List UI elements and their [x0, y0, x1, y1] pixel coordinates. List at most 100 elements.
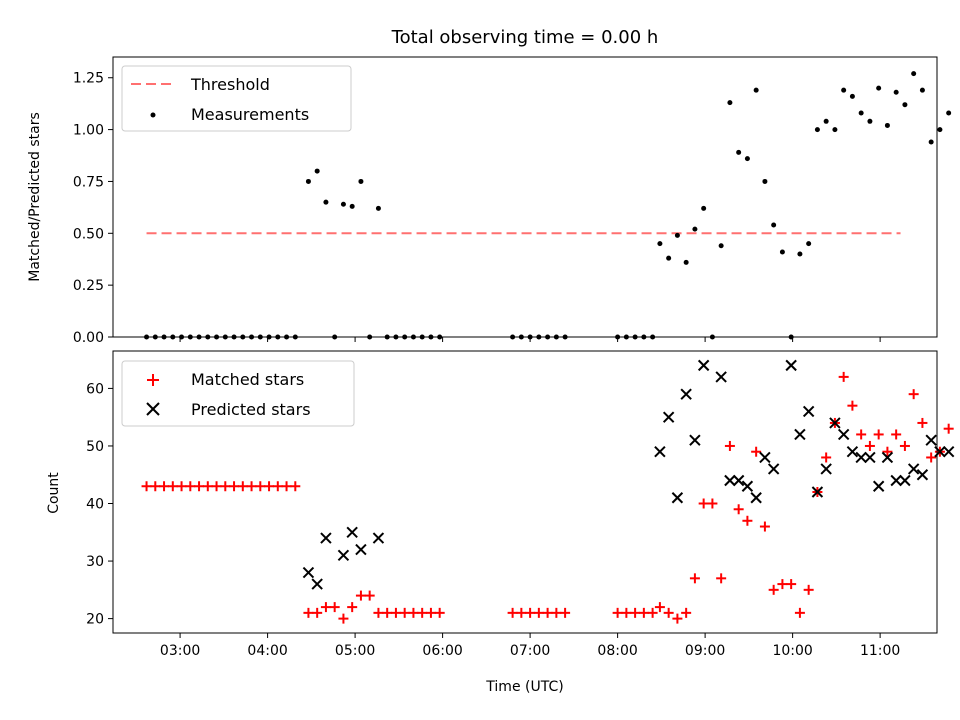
predicted-star-point: [846, 446, 859, 458]
measurement-point: [727, 100, 733, 106]
measurement-point: [858, 110, 864, 116]
bottom-xtick-label: 10:00: [772, 643, 812, 659]
matched-star-point: [681, 607, 692, 618]
measurement-point: [823, 118, 829, 124]
top-ytick-label: 0.75: [73, 174, 104, 190]
measurement-point: [884, 122, 890, 128]
matched-star-point: [873, 429, 884, 440]
matched-star-point: [264, 481, 275, 492]
bottom-ytick-label: 50: [86, 439, 104, 455]
measurement-point: [683, 259, 689, 265]
top-ytick-label: 0.50: [73, 226, 104, 242]
matched-star-point: [237, 481, 248, 492]
matched-star-point: [542, 607, 553, 618]
legend-predicted-swatch: [146, 402, 160, 416]
measurement-point: [893, 89, 899, 95]
measurement-point: [779, 249, 785, 255]
measurement-point: [349, 203, 355, 209]
measurement-point: [946, 110, 952, 116]
predicted-star-point: [829, 417, 841, 429]
predicted-star-point: [759, 451, 771, 464]
legend-measurements-swatch: [150, 112, 156, 118]
matched-star-point: [329, 602, 340, 613]
matched-star-point: [290, 481, 301, 492]
bottom-xtick-label: 07:00: [510, 643, 550, 659]
predicted-star-point: [899, 474, 911, 487]
matched-star-point: [525, 607, 536, 618]
predicted-star-point: [741, 480, 754, 492]
legend-measurements-label: Measurements: [191, 105, 309, 124]
measurement-point: [701, 205, 707, 211]
predicted-star-point: [302, 566, 315, 579]
measurement-point: [806, 241, 812, 247]
bottom-axis-ticks: 20 30 40 50 60 03:00 04:00 05:00 06:00 07:00 08:00…: [86, 381, 900, 659]
matched-star-point: [202, 481, 213, 492]
matched-star-point: [141, 481, 152, 492]
matched-star-point: [672, 613, 683, 624]
matched-star-point: [312, 607, 323, 618]
matched-star-point: [373, 607, 384, 618]
matched-star-point: [533, 607, 544, 618]
predicted-star-point: [907, 463, 920, 475]
top-plot-frame: [112, 56, 938, 338]
top-ytick-label: 1.00: [73, 123, 104, 139]
predicted-star-point: [925, 434, 937, 446]
measurement-point: [674, 232, 680, 238]
predicted-star-point: [662, 411, 675, 423]
matched-star-point: [689, 573, 700, 584]
top-ylabel: Matched/Predicted stars: [27, 112, 43, 282]
matched-star-point: [434, 607, 445, 618]
measurement-point: [375, 205, 381, 211]
matched-star-point: [926, 452, 937, 463]
matched-star-point: [211, 481, 222, 492]
bottom-xtick-label: 06:00: [422, 643, 462, 659]
measurement-point: [657, 241, 663, 247]
matched-star-point: [320, 602, 331, 613]
measurement-point: [911, 71, 917, 77]
predicted-star-point: [697, 359, 710, 372]
predicted-star-point: [820, 463, 832, 475]
matched-star-point: [786, 579, 797, 590]
matched-star-point: [663, 607, 674, 618]
predicted-star-point: [346, 526, 358, 538]
matched-star-point: [150, 481, 161, 492]
matched-star-point: [194, 481, 205, 492]
predicted-star-point: [715, 371, 727, 383]
matched-star-point: [647, 607, 658, 618]
bottom-legend-box: [121, 360, 355, 427]
predicted-star-point: [794, 428, 806, 441]
matched-star-point: [803, 584, 814, 595]
bottom-xtick-label: 04:00: [247, 643, 287, 659]
bottom-ytick-label: 20: [86, 612, 104, 628]
legend-predicted-label: Predicted stars: [191, 400, 311, 419]
matched-star-point: [891, 429, 902, 440]
matched-star-point: [338, 613, 349, 624]
matched-star-point: [255, 481, 266, 492]
matched-star-point: [621, 607, 632, 618]
matched-star-point: [272, 481, 283, 492]
bottom-ytick-label: 60: [86, 381, 104, 397]
matched-star-point: [408, 607, 419, 618]
matched-star-point: [654, 602, 665, 613]
predicted-star-point: [724, 474, 736, 487]
bottom-legend: Matched stars Predicted stars: [121, 360, 355, 427]
matched-star-point: [425, 607, 436, 618]
legend-matched-swatch: [147, 374, 159, 386]
matched-star-point: [612, 607, 623, 618]
top-ytick-label: 0.25: [73, 278, 104, 294]
measurement-point: [744, 156, 750, 162]
predicted-star-point: [732, 474, 745, 487]
matched-star-point: [551, 607, 562, 618]
measurement-point: [937, 127, 943, 133]
predicted-star-point: [680, 388, 692, 400]
top-legend-box: [121, 65, 352, 132]
predicted-star-point: [916, 469, 929, 481]
predicted-star-point: [872, 480, 885, 492]
measurement-point: [928, 139, 934, 145]
measurement-point: [849, 93, 855, 99]
measurement-point: [902, 102, 908, 108]
predicted-star-point: [942, 446, 955, 458]
matched-star-point: [159, 481, 170, 492]
bottom-xtick-label: 08:00: [597, 643, 637, 659]
